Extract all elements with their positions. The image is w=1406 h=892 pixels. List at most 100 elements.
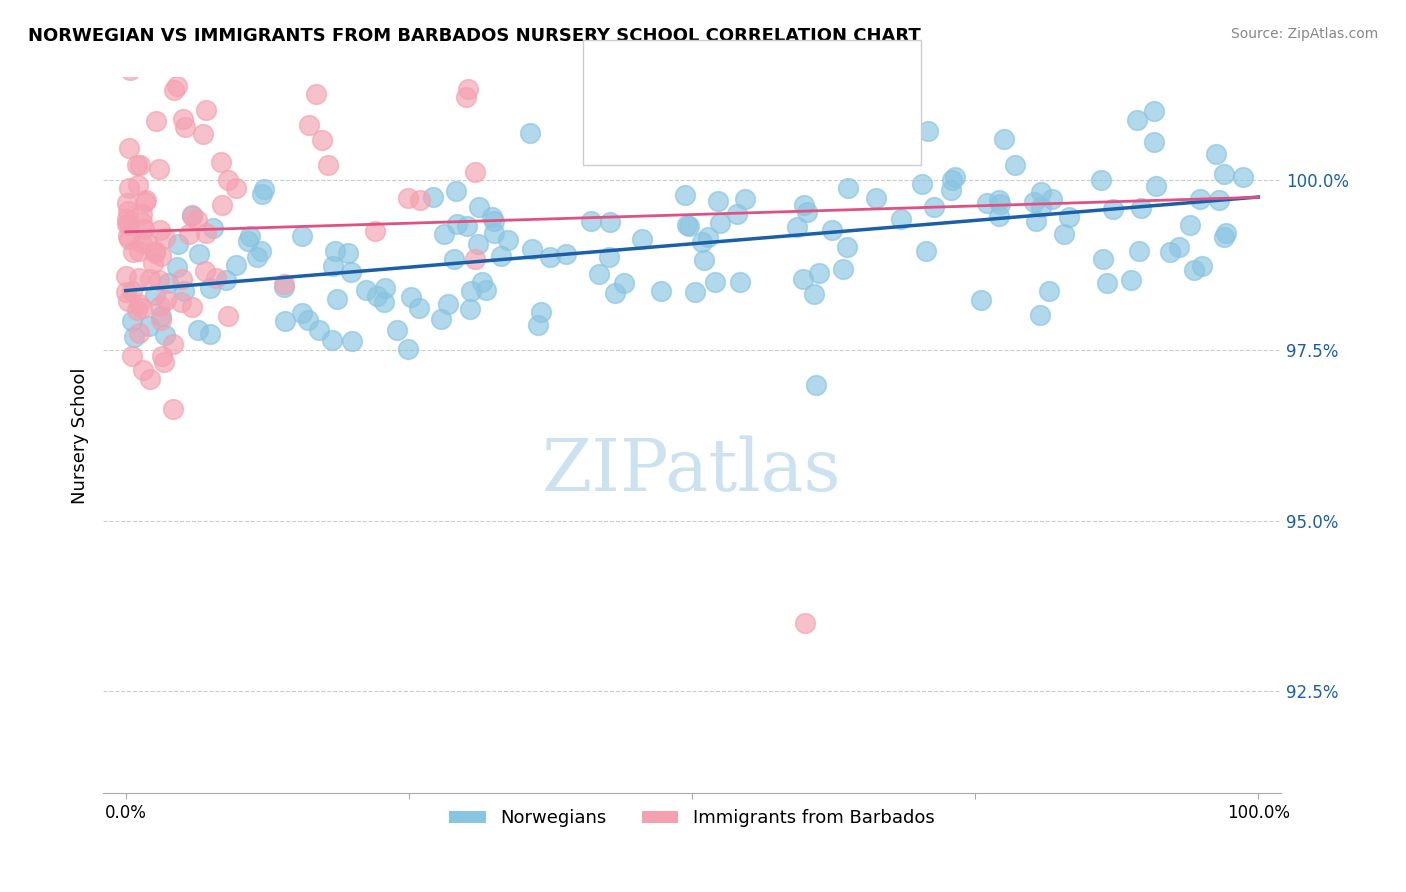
- Immigrants from Barbados: [129, 158, 152, 172]
- Norwegians: [250, 186, 273, 201]
- Norwegians: [273, 280, 295, 294]
- Norwegians: [1025, 214, 1047, 228]
- Immigrants from Barbados: [121, 284, 143, 298]
- Immigrants from Barbados: [177, 227, 200, 241]
- Norwegians: [917, 124, 939, 138]
- Immigrants from Barbados: [149, 299, 172, 313]
- Norwegians: [166, 260, 188, 274]
- Immigrants from Barbados: [128, 271, 150, 285]
- Norwegians: [1092, 252, 1115, 267]
- Immigrants from Barbados: [149, 313, 172, 327]
- Text: R = 0.152    N = 86: R = 0.152 N = 86: [630, 97, 806, 115]
- Norwegians: [1038, 285, 1060, 299]
- Norwegians: [915, 244, 938, 258]
- Norwegians: [399, 289, 422, 303]
- Immigrants from Barbados: [121, 349, 143, 363]
- Norwegians: [1125, 112, 1147, 127]
- Immigrants from Barbados: [174, 120, 197, 134]
- Norwegians: [475, 283, 498, 297]
- Immigrants from Barbados: [485, 47, 508, 62]
- Norwegians: [988, 209, 1011, 223]
- Immigrants from Barbados: [131, 236, 153, 251]
- Norwegians: [1144, 178, 1167, 193]
- Immigrants from Barbados: [125, 158, 148, 172]
- Norwegians: [1205, 147, 1227, 161]
- Norwegians: [471, 275, 494, 289]
- Immigrants from Barbados: [172, 112, 194, 127]
- Legend: Norwegians, Immigrants from Barbados: Norwegians, Immigrants from Barbados: [443, 802, 942, 834]
- Norwegians: [225, 258, 247, 272]
- Norwegians: [697, 229, 720, 244]
- Norwegians: [650, 284, 672, 298]
- Immigrants from Barbados: [311, 133, 333, 147]
- Immigrants from Barbados: [191, 127, 214, 141]
- Norwegians: [122, 330, 145, 344]
- Immigrants from Barbados: [135, 193, 157, 207]
- Norwegians: [200, 280, 222, 294]
- Norwegians: [460, 301, 482, 316]
- Norwegians: [941, 173, 963, 187]
- Immigrants from Barbados: [225, 180, 247, 194]
- Immigrants from Barbados: [186, 212, 208, 227]
- Norwegians: [526, 318, 548, 332]
- Norwegians: [751, 59, 773, 73]
- Immigrants from Barbados: [132, 222, 155, 236]
- Immigrants from Barbados: [155, 293, 177, 308]
- Immigrants from Barbados: [128, 297, 150, 311]
- Immigrants from Barbados: [143, 244, 166, 259]
- Immigrants from Barbados: [115, 268, 138, 283]
- Immigrants from Barbados: [211, 155, 233, 169]
- Immigrants from Barbados: [384, 36, 406, 50]
- Norwegians: [1024, 194, 1046, 209]
- Immigrants from Barbados: [118, 218, 141, 232]
- Norwegians: [408, 301, 430, 315]
- Immigrants from Barbados: [463, 252, 485, 266]
- Immigrants from Barbados: [131, 301, 153, 316]
- Norwegians: [153, 327, 176, 342]
- Immigrants from Barbados: [115, 211, 138, 226]
- Immigrants from Barbados: [194, 103, 217, 117]
- Norwegians: [631, 232, 654, 246]
- Norwegians: [253, 182, 276, 196]
- Immigrants from Barbados: [194, 264, 217, 278]
- Norwegians: [173, 284, 195, 298]
- Norwegians: [707, 194, 730, 208]
- Norwegians: [970, 293, 993, 308]
- Immigrants from Barbados: [794, 615, 817, 630]
- Norwegians: [1095, 276, 1118, 290]
- Norwegians: [340, 334, 363, 349]
- Norwegians: [519, 126, 541, 140]
- Norwegians: [579, 214, 602, 228]
- Immigrants from Barbados: [131, 363, 153, 377]
- Norwegians: [468, 200, 491, 214]
- Norwegians: [321, 333, 343, 347]
- Norwegians: [460, 285, 482, 299]
- Immigrants from Barbados: [153, 230, 176, 244]
- Norwegians: [201, 220, 224, 235]
- Norwegians: [1143, 135, 1166, 149]
- Norwegians: [1178, 218, 1201, 232]
- Immigrants from Barbados: [117, 294, 139, 309]
- Norwegians: [976, 196, 998, 211]
- Norwegians: [588, 267, 610, 281]
- Immigrants from Barbados: [131, 207, 153, 221]
- Immigrants from Barbados: [150, 349, 173, 363]
- Norwegians: [198, 327, 221, 342]
- Immigrants from Barbados: [128, 326, 150, 340]
- Norwegians: [803, 287, 825, 301]
- Immigrants from Barbados: [138, 271, 160, 285]
- Immigrants from Barbados: [118, 141, 141, 155]
- Immigrants from Barbados: [162, 337, 184, 351]
- Norwegians: [326, 292, 349, 306]
- Norwegians: [1143, 103, 1166, 118]
- Norwegians: [1090, 173, 1112, 187]
- Immigrants from Barbados: [149, 222, 172, 236]
- Immigrants from Barbados: [148, 161, 170, 176]
- Norwegians: [422, 190, 444, 204]
- Norwegians: [274, 314, 297, 328]
- Immigrants from Barbados: [170, 294, 193, 309]
- Immigrants from Barbados: [217, 310, 239, 324]
- Text: R = 0.435    N = 152: R = 0.435 N = 152: [630, 58, 817, 76]
- Norwegians: [1128, 244, 1150, 258]
- Norwegians: [443, 252, 465, 266]
